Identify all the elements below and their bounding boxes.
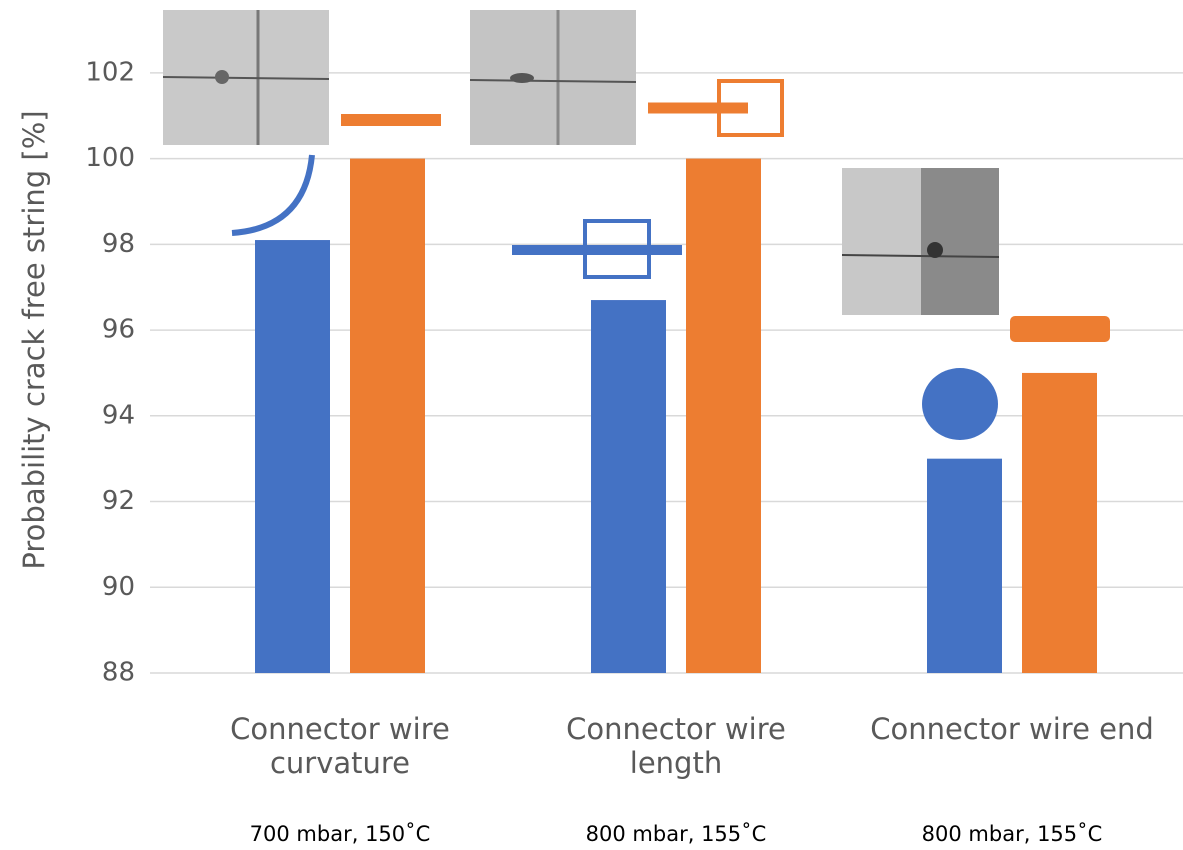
bar xyxy=(350,159,425,673)
orange-dash xyxy=(341,114,441,126)
crack-image xyxy=(842,168,999,315)
bar xyxy=(591,300,666,673)
annotation: 800 mbar, 155˚C xyxy=(852,822,1172,846)
bar xyxy=(1022,373,1097,673)
y-tick-label: 90 xyxy=(102,572,135,602)
x-tick-label: Connector wire curvature xyxy=(180,712,500,780)
crack-image xyxy=(470,10,636,145)
y-tick-label: 102 xyxy=(85,57,135,87)
y-tick-label: 94 xyxy=(102,400,135,430)
bar xyxy=(927,459,1002,673)
plot-area: 88 90 92 94 96 98 100 102 xyxy=(85,57,1183,687)
y-tick-label: 92 xyxy=(102,486,135,516)
bar xyxy=(255,240,330,673)
y-tick-label: 88 xyxy=(102,658,135,688)
orange-dash xyxy=(1010,316,1110,342)
y-tick-label: 98 xyxy=(102,229,135,259)
blue-circle xyxy=(922,368,998,440)
page: {"chart_data": {"type": "bar", "y_label"… xyxy=(0,0,1183,850)
bar xyxy=(686,159,761,673)
y-tick-label: 100 xyxy=(85,143,135,173)
y-tick-label: 96 xyxy=(102,315,135,345)
blue-arc xyxy=(232,155,312,233)
annotation: 800 mbar, 155˚C xyxy=(516,822,836,846)
annotation: 700 mbar, 150˚C xyxy=(180,822,500,846)
x-tick-label: Connector wire length xyxy=(516,712,836,780)
y-axis-label: Probability crack free string [%] xyxy=(17,110,51,569)
crack-image xyxy=(163,10,329,145)
x-tick-label: Connector wire end xyxy=(852,712,1172,746)
